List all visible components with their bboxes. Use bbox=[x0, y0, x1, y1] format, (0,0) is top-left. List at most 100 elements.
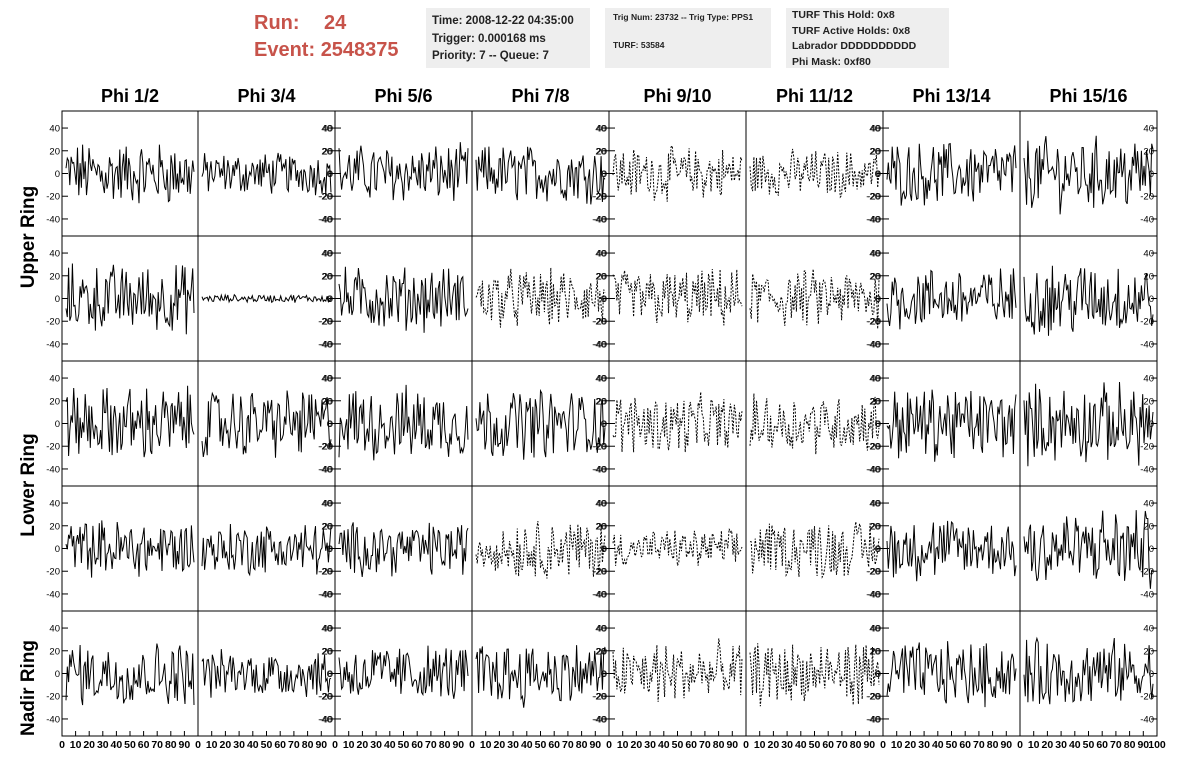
y-tick-label: -20 bbox=[319, 192, 333, 203]
y-tick-label: 20 bbox=[870, 396, 881, 407]
y-tick-label: 20 bbox=[595, 146, 606, 157]
y-tick-label: 40 bbox=[1143, 249, 1154, 260]
x-tick-label: 70 bbox=[1110, 739, 1122, 751]
y-tick-label: -20 bbox=[866, 192, 880, 203]
y-tick-label: 40 bbox=[869, 374, 880, 385]
y-tick-label: 0 bbox=[327, 169, 332, 180]
y-tick-label: -40 bbox=[319, 464, 333, 475]
y-tick-label: 20 bbox=[49, 521, 60, 532]
y-tick-label: 20 bbox=[321, 521, 332, 532]
y-tick-label: -20 bbox=[46, 442, 60, 453]
turf-active-holds-text: TURF Active Holds: 0x8 bbox=[792, 24, 911, 37]
waveform-trace bbox=[201, 649, 332, 698]
waveform-trace bbox=[201, 523, 332, 577]
y-tick-label: -20 bbox=[592, 192, 606, 203]
y-tick-label: 20 bbox=[870, 271, 881, 282]
x-tick-label: 10 bbox=[891, 739, 903, 751]
y-tick-label: 0 bbox=[876, 294, 881, 305]
x-tick-label: 30 bbox=[370, 739, 382, 751]
y-tick-label: -20 bbox=[592, 692, 606, 703]
waveform-trace bbox=[1023, 135, 1154, 215]
x-tick-label: 40 bbox=[521, 739, 533, 751]
x-tick-label: 20 bbox=[905, 739, 917, 751]
y-tick-label: 20 bbox=[595, 646, 606, 657]
y-tick-label: 20 bbox=[870, 521, 881, 532]
x-tick-label: 10 bbox=[343, 739, 355, 751]
x-tick-label: 0 bbox=[332, 739, 338, 751]
y-tick-label: 40 bbox=[49, 374, 60, 385]
waveform-trace bbox=[65, 520, 195, 578]
waveform-trace bbox=[338, 384, 469, 461]
y-tick-label: 20 bbox=[869, 646, 880, 657]
panel-frame bbox=[61, 610, 199, 737]
phi-label-2: Phi 3/4 bbox=[237, 86, 296, 106]
run-label: Run: bbox=[254, 12, 300, 34]
y-tick-label: 40 bbox=[869, 499, 880, 510]
x-tick-label: 20 bbox=[494, 739, 506, 751]
x-tick-label: 10 bbox=[206, 739, 218, 751]
waveform-trace bbox=[65, 643, 195, 706]
y-tick-label: 0 bbox=[602, 169, 607, 180]
y-tick-label: -40 bbox=[592, 214, 606, 225]
y-tick-label: -20 bbox=[318, 692, 332, 703]
y-tick-label: -40 bbox=[867, 214, 881, 225]
y-tick-label: 0 bbox=[876, 669, 881, 680]
x-tick-label: 30 bbox=[97, 739, 109, 751]
x-tick-label: 80 bbox=[439, 739, 451, 751]
y-tick-label: 20 bbox=[596, 271, 607, 282]
x-tick-label: 70 bbox=[425, 739, 437, 751]
waveform-trace bbox=[1023, 636, 1154, 705]
y-tick-label: 40 bbox=[322, 249, 333, 260]
y-tick-label: -40 bbox=[318, 214, 332, 225]
x-tick-label: 50 bbox=[261, 739, 273, 751]
y-tick-label: 20 bbox=[869, 271, 880, 282]
x-tick-label: 30 bbox=[1055, 739, 1067, 751]
x-tick-label: 90 bbox=[1137, 739, 1149, 751]
labrador-text: Labrador DDDDDDDDDD bbox=[792, 40, 917, 52]
y-tick-label: 40 bbox=[595, 499, 606, 510]
y-tick-label: 0 bbox=[876, 169, 881, 180]
y-tick-label: 0 bbox=[875, 294, 880, 305]
x-tick-label: 40 bbox=[384, 739, 396, 751]
y-tick-label: -20 bbox=[592, 567, 606, 578]
x-tick-label: 20 bbox=[357, 739, 369, 751]
x-tick-label: 70 bbox=[288, 739, 300, 751]
y-tick-label: 40 bbox=[870, 374, 881, 385]
run-value: 24 bbox=[324, 12, 347, 34]
y-tick-label: 0 bbox=[602, 294, 607, 305]
y-tick-label: -20 bbox=[867, 567, 881, 578]
panel-frame bbox=[1019, 360, 1158, 487]
trig-num-text: Trig Num: 23732 -- Trig Type: PPS1 bbox=[613, 12, 754, 22]
panel-frame bbox=[197, 485, 336, 612]
y-tick-label: -20 bbox=[867, 192, 881, 203]
y-tick-label: -20 bbox=[592, 317, 606, 328]
y-tick-label: 40 bbox=[49, 499, 60, 510]
x-tick-label: 80 bbox=[165, 739, 177, 751]
y-tick-label: 20 bbox=[596, 146, 607, 157]
y-tick-label: 20 bbox=[1143, 271, 1154, 282]
phi-label-4: Phi 7/8 bbox=[511, 86, 570, 106]
y-tick-label: 20 bbox=[595, 271, 606, 282]
y-tick-label: 20 bbox=[596, 396, 607, 407]
waveform-trace bbox=[475, 521, 606, 579]
y-tick-label: -20 bbox=[866, 442, 880, 453]
waveform-trace bbox=[475, 645, 606, 708]
waveform-trace bbox=[1023, 265, 1154, 336]
y-tick-label: -40 bbox=[318, 589, 332, 600]
x-tick-label: 80 bbox=[576, 739, 588, 751]
y-tick-label: 0 bbox=[1149, 669, 1154, 680]
y-tick-label: -40 bbox=[1140, 464, 1154, 475]
y-tick-label: -20 bbox=[46, 317, 60, 328]
